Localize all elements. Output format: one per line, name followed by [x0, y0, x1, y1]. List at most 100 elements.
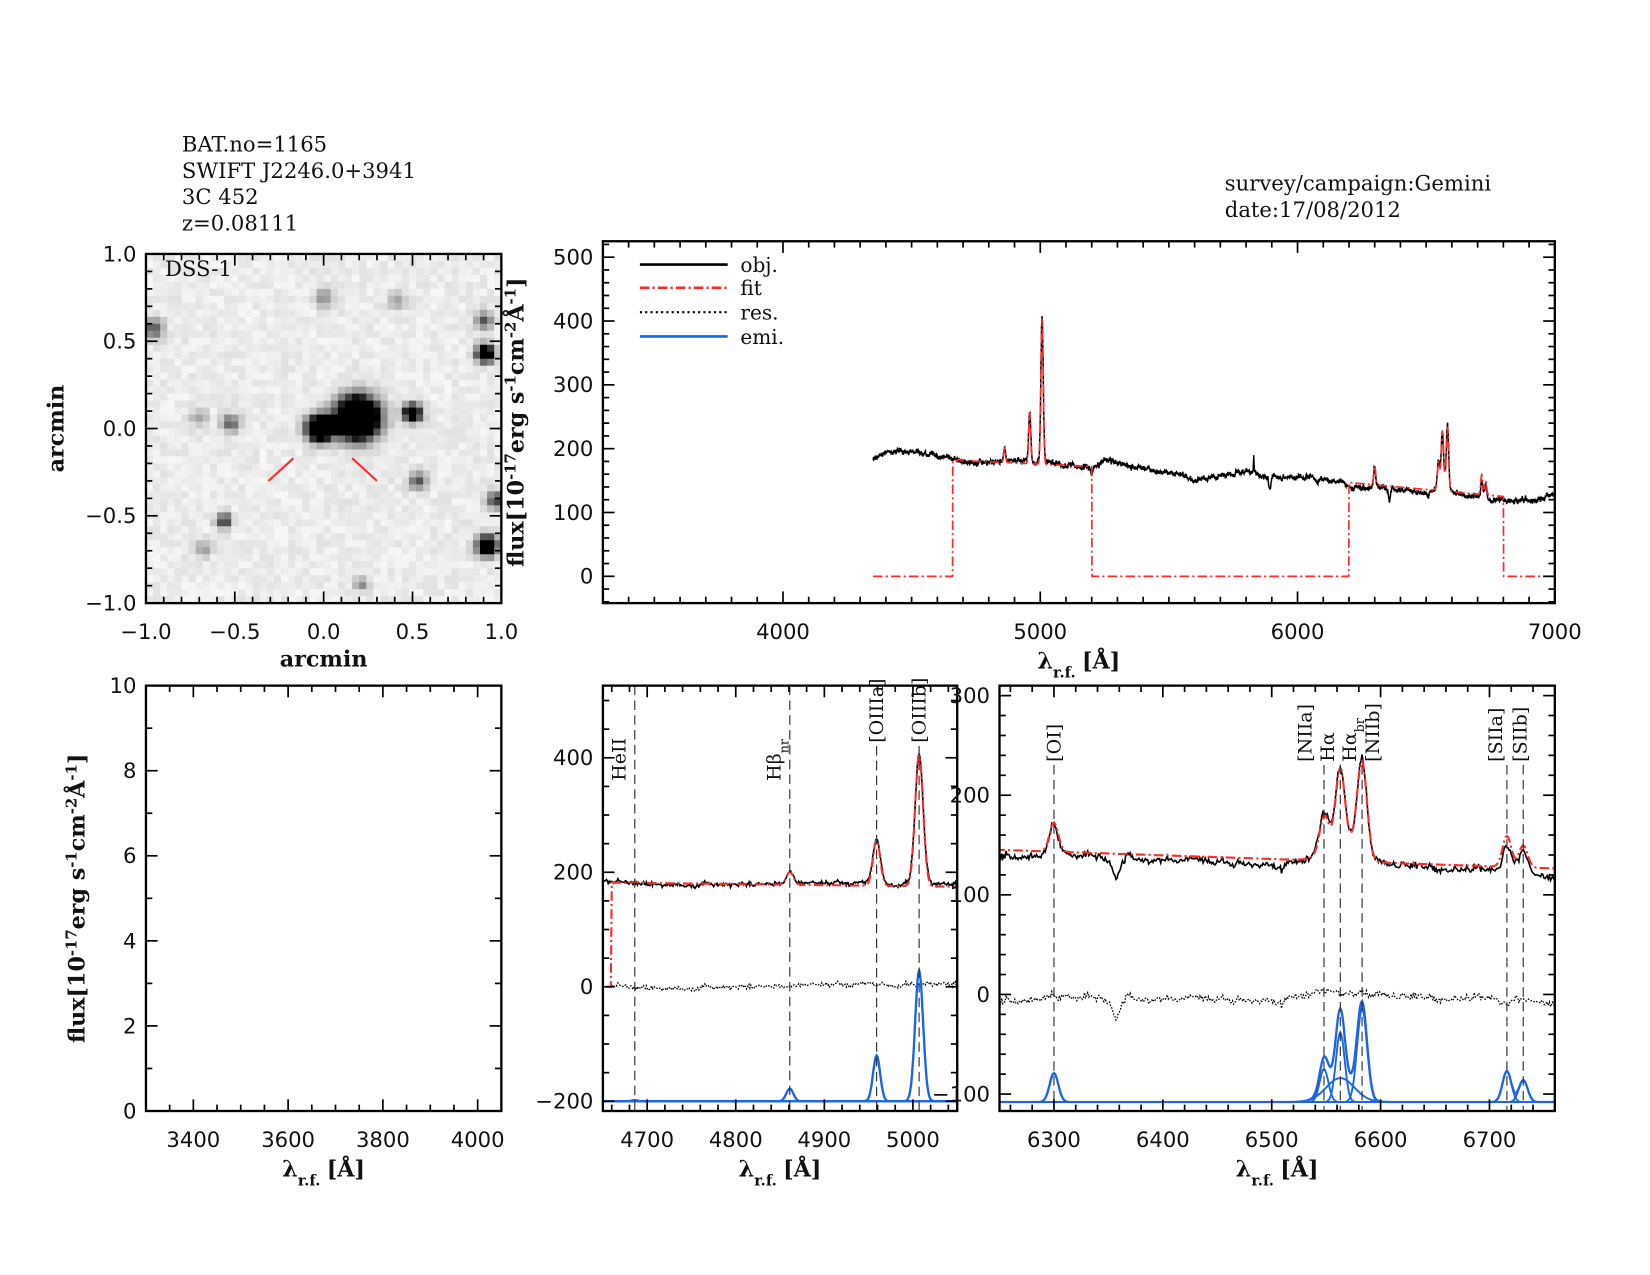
image-pixel	[387, 477, 396, 485]
lambda-unit: [Å]	[783, 1156, 821, 1183]
image-pixel	[302, 505, 310, 513]
image-pixel	[224, 407, 232, 415]
image-pixel	[373, 407, 381, 415]
image-pixel	[224, 505, 232, 513]
image-pixel	[401, 288, 410, 297]
image-pixel	[366, 533, 374, 541]
image-pixel	[224, 400, 232, 408]
image-pixel	[373, 323, 381, 332]
image-pixel	[217, 400, 225, 408]
image-pixel	[145, 365, 154, 374]
image-pixel	[366, 477, 374, 485]
image-pixel	[224, 316, 232, 325]
lambda-symbol: λ	[1037, 649, 1053, 675]
image-pixel	[224, 288, 232, 297]
survey-campaign: survey/campaign:Gemini	[1225, 170, 1492, 195]
image-pixel	[437, 358, 445, 367]
image-pixel	[217, 309, 225, 318]
image-pixel	[487, 596, 495, 604]
image-pixel	[380, 470, 389, 478]
image-pixel	[266, 533, 275, 541]
image-pixel	[401, 323, 410, 332]
image-pixel	[451, 253, 460, 262]
image-pixel	[195, 281, 204, 290]
image-pixel	[217, 498, 225, 506]
image-pixel	[423, 498, 431, 506]
image-pixel	[145, 358, 154, 367]
image-pixel	[451, 533, 460, 541]
image-pixel	[309, 491, 317, 499]
image-pixel	[209, 456, 218, 464]
image-pixel	[373, 582, 381, 590]
image-pixel	[416, 407, 424, 415]
image-pixel	[188, 288, 197, 297]
image-pixel	[494, 435, 502, 443]
image-pixel	[465, 386, 474, 395]
image-pixel	[167, 274, 175, 283]
image-pixel	[160, 337, 168, 346]
image-pixel	[153, 547, 161, 555]
image-pixel	[394, 484, 403, 492]
image-pixel	[181, 260, 190, 269]
image-pixel	[465, 330, 474, 339]
image-pixel	[380, 316, 389, 325]
image-pixel	[252, 554, 261, 562]
image-pixel	[401, 330, 410, 339]
image-pixel	[217, 456, 225, 464]
image-pixel	[408, 498, 417, 506]
emission-component-NIIa	[999, 1067, 1555, 1103]
image-pixel	[472, 260, 481, 269]
image-pixel	[416, 323, 424, 332]
image-pixel	[344, 519, 353, 527]
y-tick-label: 6	[123, 843, 136, 868]
image-pixel	[437, 547, 445, 555]
image-pixel	[480, 491, 488, 499]
image-pixel	[423, 428, 431, 436]
image-pixel	[209, 589, 218, 597]
image-pixel	[373, 533, 381, 541]
image-pixel	[281, 505, 289, 513]
image-pixel	[174, 561, 182, 569]
image-pixel	[416, 281, 424, 290]
image-pixel	[330, 330, 339, 339]
image-pixel	[252, 267, 261, 276]
image-pixel	[302, 323, 310, 332]
image-pixel	[174, 498, 182, 506]
image-pixel	[188, 281, 197, 290]
image-pixel	[153, 561, 161, 569]
image-pixel	[238, 330, 246, 339]
x-tick-label: 4000	[756, 619, 810, 644]
image-pixel	[302, 295, 310, 304]
image-pixel	[145, 351, 154, 360]
image-pixel	[444, 477, 453, 485]
image-pixel	[202, 330, 211, 339]
image-pixel	[181, 316, 190, 325]
image-pixel	[295, 477, 303, 485]
image-pixel	[231, 533, 239, 541]
image-pixel	[380, 281, 389, 290]
image-pixel	[231, 498, 239, 506]
image-pixel	[316, 330, 325, 339]
image-pixel	[465, 274, 474, 283]
image-pixel	[195, 533, 204, 541]
image-pixel	[295, 309, 303, 318]
image-pixel	[451, 449, 460, 457]
image-pixel	[416, 463, 424, 471]
image-pixel	[167, 582, 175, 590]
image-pixel	[373, 442, 381, 450]
bat-number: BAT.no=1165	[182, 131, 327, 156]
image-pixel	[252, 477, 261, 485]
image-pixel	[323, 463, 332, 471]
image-pixel	[359, 568, 367, 576]
image-pixel	[380, 351, 389, 360]
image-pixel	[252, 540, 261, 548]
source-name: 3C 452	[182, 184, 259, 209]
image-pixel	[394, 414, 403, 422]
image-pixel	[259, 316, 268, 325]
image-pixel	[181, 386, 190, 395]
image-pixel	[487, 561, 495, 569]
image-pixel	[366, 337, 374, 346]
image-pixel	[316, 372, 325, 381]
image-pixel	[359, 582, 367, 590]
image-pixel	[195, 463, 204, 471]
